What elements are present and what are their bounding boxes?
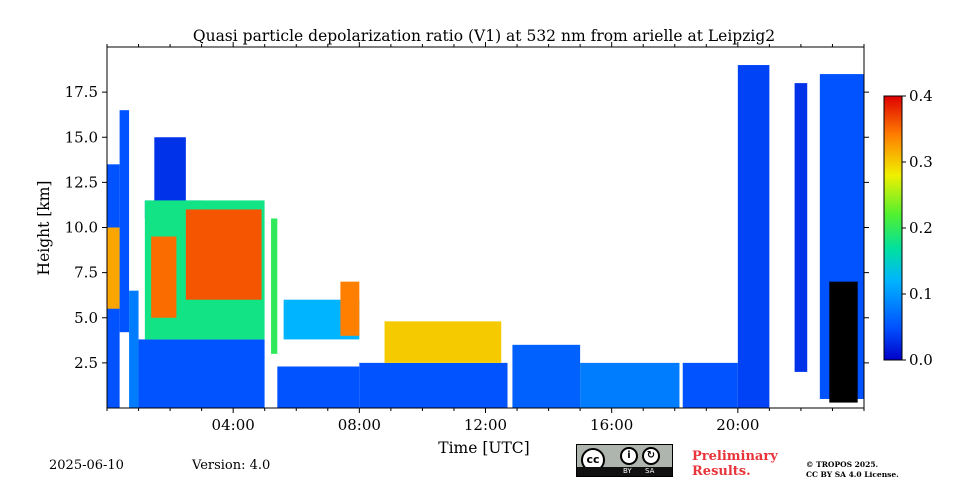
cc-sa-label: SA: [645, 467, 655, 475]
x-tick-label: 12:00: [464, 416, 507, 434]
cc-license-badge: cc i ↻ BY SA: [576, 444, 673, 477]
cc-by-label: BY: [623, 467, 632, 475]
heatmap-region-19: [737, 65, 770, 408]
y-axis-label: Height [km]: [35, 181, 53, 276]
x-axis: 04:00 08:00 12:00 16:00 20:00: [106, 42, 865, 434]
preliminary-notice: Preliminary Results.: [692, 449, 778, 479]
heatmap-region-4: [138, 339, 265, 408]
copyright-notice: © TROPOS 2025. CC BY SA 4.0 License.: [806, 460, 899, 480]
data-gap-0: [264, 47, 272, 408]
x-tick-label: 08:00: [338, 416, 381, 434]
footer-version: Version: 4.0: [192, 458, 271, 473]
heatmap-area: [107, 47, 864, 408]
heatmap-region-10: [271, 218, 278, 354]
copyright-line1: © TROPOS 2025.: [806, 460, 879, 469]
heatmap-region-8: [151, 236, 177, 318]
sa-icon: ↻: [642, 447, 660, 465]
y-tick-label: 10.0: [65, 219, 98, 237]
data-gap-2: [679, 47, 683, 408]
heatmap-region-20: [794, 83, 808, 372]
x-axis-label: Time [UTC]: [438, 439, 529, 457]
y-axis: 2.5 5.0 7.5 10.0 12.5 15.0 17.5: [65, 83, 869, 372]
preliminary-line1: Preliminary: [692, 449, 778, 464]
chart-title: Quasi particle depolarization ratio (V1)…: [193, 27, 775, 45]
y-tick-label: 17.5: [65, 83, 98, 101]
x-tick-label: 20:00: [716, 416, 759, 434]
copyright-line2: CC BY SA 4.0 License.: [806, 470, 899, 479]
y-tick-label: 15.0: [65, 128, 98, 146]
heatmap-region-18: [682, 362, 738, 408]
preliminary-line2: Results.: [692, 464, 751, 479]
footer-date: 2025-06-10: [49, 458, 124, 473]
colorbar: [883, 95, 903, 361]
heatmap-region-17: [580, 362, 680, 408]
x-tick-label: 16:00: [590, 416, 633, 434]
heatmap-region-22: [829, 281, 858, 403]
colorbar-tick-label: 0.2: [909, 219, 933, 237]
heatmap-region-11: [277, 366, 360, 408]
y-tick-label: 12.5: [65, 173, 98, 191]
heatmap-region-14: [359, 362, 508, 408]
heatmap-region-16: [512, 344, 581, 408]
heatmap-region-3: [129, 290, 139, 408]
data-gap-1: [507, 47, 513, 408]
colorbar-tick-label: 0.3: [909, 153, 933, 171]
colorbar-tick-label: 0.4: [909, 87, 933, 105]
colorbar-axis: 0.0 0.1 0.2 0.3 0.4: [902, 87, 933, 369]
by-icon: i: [620, 447, 638, 465]
y-tick-label: 7.5: [74, 264, 98, 282]
colorbar-tick-label: 0.1: [909, 285, 933, 303]
cc-strip: [577, 467, 672, 476]
heatmap-region-15: [384, 321, 502, 363]
y-tick-label: 5.0: [74, 309, 98, 327]
x-tick-label: 04:00: [212, 416, 255, 434]
colorbar-tick-label: 0.0: [909, 351, 933, 369]
y-tick-label: 2.5: [74, 354, 98, 372]
heatmap-region-1: [107, 227, 120, 309]
heatmap-region-2: [119, 110, 130, 333]
heatmap-region-13: [340, 281, 360, 336]
heatmap-region-9: [185, 209, 262, 300]
